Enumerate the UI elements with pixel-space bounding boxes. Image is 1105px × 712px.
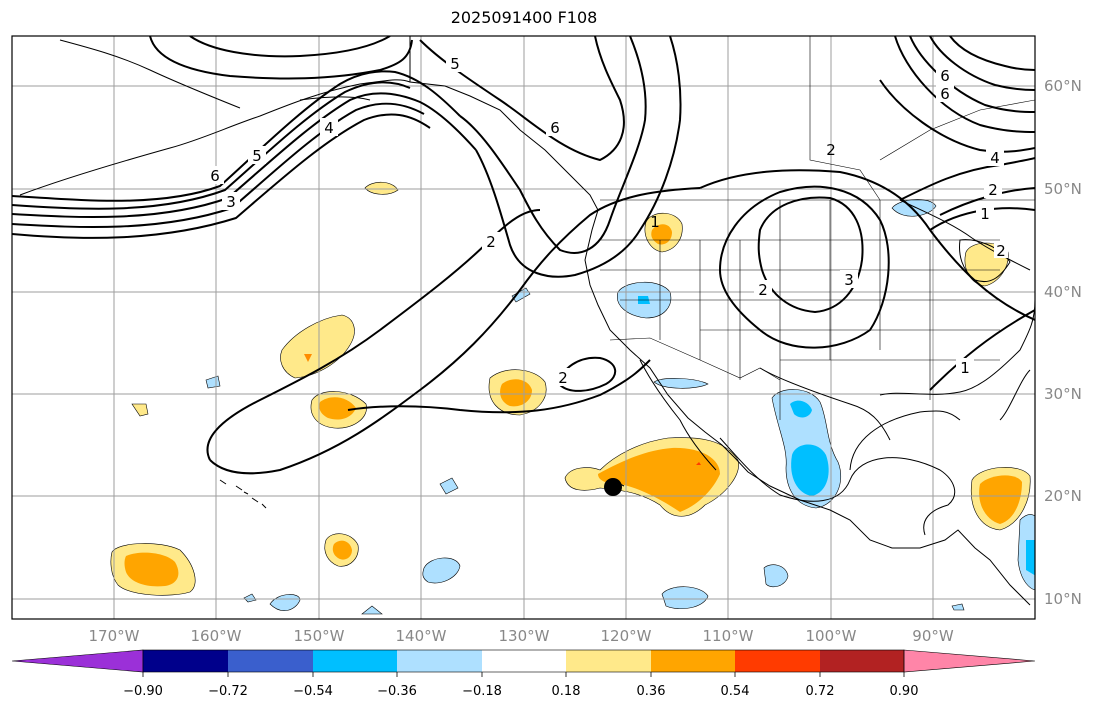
lon-label: 90°W — [912, 627, 954, 645]
colorbar-bin — [482, 650, 566, 672]
lon-label: 170°W — [88, 627, 140, 645]
colorbar-bin — [651, 650, 735, 672]
contour-label: 6 — [940, 67, 950, 85]
colorbar-tick-label: 0.90 — [889, 684, 919, 699]
lon-label: 120°W — [600, 627, 652, 645]
colorbar-tick-label: 0.18 — [551, 684, 581, 699]
contour-label: 3 — [844, 271, 854, 289]
political-borders — [600, 36, 1035, 420]
contour-label: 2 — [486, 233, 496, 251]
contour-label: 1 — [960, 359, 970, 377]
lon-label: 160°W — [190, 627, 242, 645]
colorbar-bin — [397, 650, 482, 672]
colorbar-tick-label: −0.72 — [208, 684, 248, 699]
colorbar-min-extend — [11, 649, 144, 673]
contour-label: 2 — [758, 281, 768, 299]
warm-region-35n-150w — [280, 314, 355, 379]
graticule — [12, 36, 1035, 619]
lat-label: 10°N — [1044, 590, 1082, 608]
lon-label: 110°W — [702, 627, 754, 645]
coastlines — [19, 36, 1035, 606]
positive-anomaly-fills — [110, 181, 1031, 596]
lat-label: 30°N — [1044, 385, 1082, 403]
colorbar-tick-label: −0.18 — [462, 684, 502, 699]
contour-label: 5 — [450, 55, 460, 73]
colorbar-bin — [313, 650, 397, 672]
lat-label: 50°N — [1044, 180, 1082, 198]
contour-label: 1 — [650, 213, 660, 231]
contour-label: 2 — [996, 242, 1006, 260]
lon-label: 140°W — [395, 627, 447, 645]
colorbar-max-extend — [903, 649, 1036, 673]
contour-label-group: 5 6 4 5 6 3 2 2 2 1 3 2 1 2 — [206, 54, 1008, 387]
map-title: 2025091400 F108 — [450, 8, 598, 27]
contour-label: 4 — [990, 149, 1000, 167]
lat-label: 60°N — [1044, 77, 1082, 95]
contour-label: 2 — [826, 141, 836, 159]
map-frame — [11, 35, 1036, 620]
colorbar-bin — [820, 650, 904, 672]
contour-label: 6 — [940, 85, 950, 103]
colorbar-tick-label: −0.36 — [377, 684, 417, 699]
colorbar-bin — [143, 650, 228, 672]
contour-label: 5 — [252, 147, 262, 165]
contour-label: 4 — [324, 119, 334, 137]
lon-label: 130°W — [498, 627, 550, 645]
colorbar-tick-label: −0.90 — [123, 684, 163, 699]
colorbar-bin — [566, 650, 651, 672]
lat-label: 40°N — [1044, 283, 1082, 301]
contour-lines — [12, 36, 1035, 475]
contour-label: 6 — [210, 167, 220, 185]
storm-center-marker — [604, 478, 622, 496]
lat-label: 20°N — [1044, 487, 1082, 505]
colorbar-tick-label: 0.72 — [805, 684, 835, 699]
colorbar-tick-label: −0.54 — [293, 684, 333, 699]
colorbar — [11, 649, 1036, 677]
contour-label: 2 — [988, 181, 998, 199]
contour-label: 3 — [226, 193, 236, 211]
colorbar-tick-label: 0.54 — [720, 684, 750, 699]
lon-label: 100°W — [805, 627, 857, 645]
contour-label: 6 — [550, 119, 560, 137]
colorbar-bin — [228, 650, 313, 672]
contour-label: 2 — [558, 369, 568, 387]
contour-label: 1 — [980, 205, 990, 223]
colorbar-tick-label: 0.36 — [636, 684, 666, 699]
lon-label: 150°W — [293, 627, 345, 645]
colorbar-bin — [735, 650, 820, 672]
